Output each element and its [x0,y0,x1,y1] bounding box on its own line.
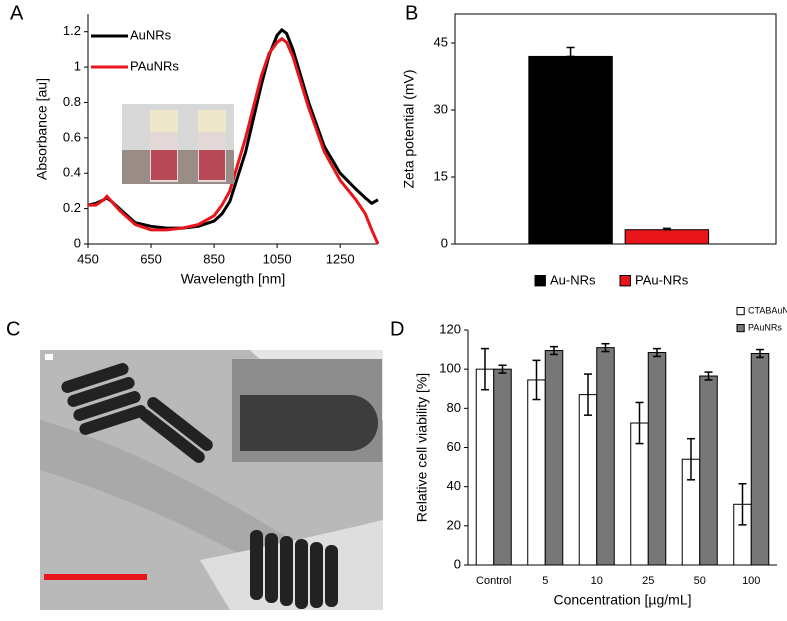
bar [596,347,615,566]
legend-label: PAuNRs [748,322,782,332]
y-tick-label: 30 [434,101,448,116]
bar [527,379,546,566]
y-tick-label: 100 [439,361,461,376]
panel-label: B [405,2,418,24]
x-tick-label: 1050 [263,251,292,266]
x-tick-label: Control [476,575,511,587]
line-series [88,36,380,245]
error-bar [662,227,671,231]
x-tick-label: 1250 [326,251,355,266]
x-tick-label: 650 [140,251,162,266]
y-tick-label: 120 [439,321,461,336]
y-tick-label: 0.4 [63,165,81,180]
error-bar [738,482,747,526]
y-tick-label: 1 [74,59,81,74]
error-bar [550,345,559,356]
legend-label: CTABAuNRs [748,305,787,315]
error-bar [601,342,610,353]
y-tick-label: 0.6 [63,129,81,144]
y-tick-label: 0.2 [63,200,81,215]
panel-label: A [10,2,24,24]
scale-marker [45,354,53,360]
panel-label: C [6,318,20,340]
y-tick-label: 60 [447,439,461,454]
x-tick-label: 850 [203,251,225,266]
legend-swatch [736,324,745,333]
x-axis-label: Wavelength [nm] [181,271,286,287]
y-tick-label: 0 [454,556,461,571]
y-tick-label: 0 [441,235,448,250]
plot-frame [454,13,777,245]
error-bar [532,359,541,401]
legend-label: PAuNRs [130,58,179,73]
bar [578,394,598,566]
y-axis-label: Zeta potential (mV) [401,69,417,188]
bar [544,350,564,566]
error-bar [498,364,507,374]
y-tick-label: 1.2 [63,23,81,38]
bar [750,353,770,566]
legend-label: Au-NRs [550,272,596,287]
bar [528,55,613,245]
bar [699,375,718,566]
y-tick-label: 15 [434,168,448,183]
x-tick-label: 10 [591,575,603,587]
panel-label: D [390,318,404,340]
error-bar [653,347,662,358]
bar [624,229,710,245]
error-bar [686,437,695,481]
error-bar [480,347,489,391]
y-tick-label: 45 [434,34,448,49]
y-tick-label: 80 [447,400,461,415]
y-tick-label: 40 [447,478,461,493]
y-axis-label: Relative cell viability [%] [414,373,430,522]
legend-swatch [619,275,631,287]
error-bar [566,46,575,58]
legend-swatch [534,275,546,287]
x-axis-label: Concentration [µg/mL] [553,592,691,608]
y-axis-label: Absorbance [au] [34,78,50,180]
error-bar [704,371,713,381]
y-tick-label: 0 [74,235,81,250]
inset-rod [240,395,378,451]
x-tick-label: 450 [77,251,99,266]
legend-label: AuNRs [130,27,172,42]
bar [475,368,495,566]
x-tick-label: 100 [742,575,760,587]
tem-image [40,350,383,610]
error-bar [635,401,644,445]
vial-photo [122,104,234,184]
x-tick-label: 5 [542,575,548,587]
legend-label: PAu-NRs [635,272,689,287]
legend-swatch [736,307,745,316]
y-tick-label: 0.8 [63,94,81,109]
bar [493,368,512,566]
x-tick-label: 25 [642,575,654,587]
x-tick-label: 50 [694,575,706,587]
y-tick-label: 20 [447,517,461,532]
nanorods [61,363,338,609]
error-bar [756,348,765,359]
bar [647,352,667,566]
error-bar [583,373,592,416]
